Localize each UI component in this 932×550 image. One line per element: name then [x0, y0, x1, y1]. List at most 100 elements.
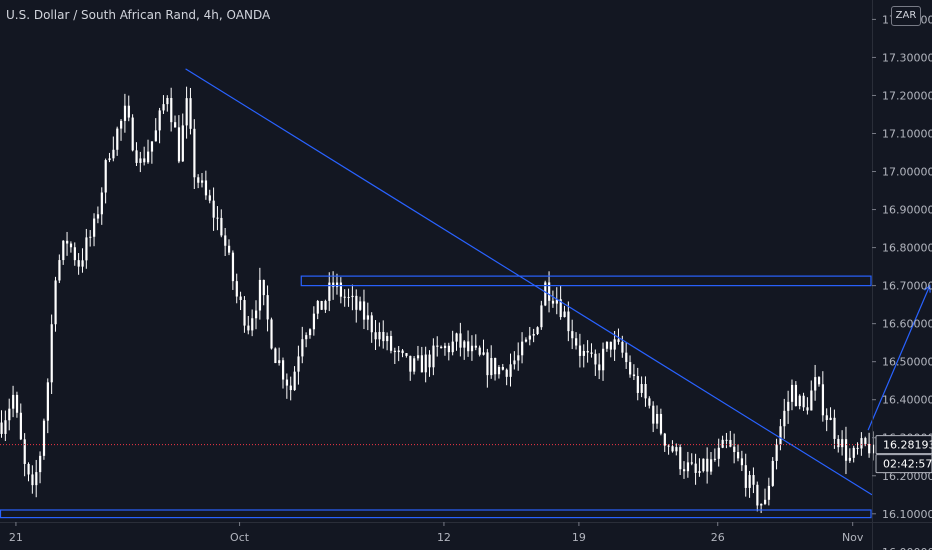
candle-body [486, 352, 489, 376]
candle-body [150, 141, 154, 152]
candle-body [158, 110, 161, 131]
candle-body [459, 333, 462, 348]
candle-body [860, 438, 863, 449]
candle-body [332, 282, 335, 288]
price-tick-label: 16.40000 [882, 394, 932, 407]
candle-body [717, 447, 720, 459]
candle-body [362, 301, 366, 320]
candle-body [594, 353, 597, 365]
candle-body [467, 341, 470, 352]
candle-body [123, 105, 127, 121]
candles-layer [0, 86, 875, 514]
candle-body [89, 236, 92, 238]
time-tick-label: 26 [711, 531, 725, 544]
candle-body [413, 358, 416, 372]
candle-body [8, 408, 11, 421]
candle-body [848, 457, 852, 461]
candle-body [733, 446, 736, 453]
candle-body [420, 355, 424, 373]
symbol-title[interactable]: U.S. Dollar / South African Rand, 4h, OA… [6, 8, 271, 22]
trendline-drawing[interactable] [185, 68, 873, 496]
candle-body [355, 295, 358, 310]
candle-body [100, 192, 103, 215]
candle-body [625, 352, 628, 363]
candle-body [721, 439, 724, 448]
candle-body [181, 125, 184, 162]
candle-body [77, 260, 80, 267]
candle-body [27, 463, 30, 475]
candle-body [609, 341, 612, 350]
candle-body [247, 325, 250, 331]
price-tick-label: 16.00000 [882, 546, 932, 550]
candle-body [871, 444, 875, 454]
candle-body [147, 151, 150, 163]
currency-badge[interactable]: ZAR [891, 6, 921, 26]
candle-body [170, 97, 173, 123]
candle-body [335, 282, 339, 288]
candle-body [686, 462, 690, 472]
candle-body [185, 98, 188, 126]
candle-body [162, 104, 165, 111]
candle-body [424, 354, 427, 373]
candle-body [559, 299, 562, 318]
candle-body [46, 382, 49, 421]
candle-body [841, 439, 844, 448]
zone-rectangle-drawing[interactable] [0, 509, 872, 519]
candle-body [301, 339, 304, 357]
candle-body [154, 130, 157, 142]
candle-body [31, 474, 34, 486]
time-tick-label: Nov [842, 531, 864, 544]
candle-body [513, 360, 516, 365]
candle-body [374, 332, 377, 340]
candle-body [702, 458, 705, 472]
candle-body [139, 158, 142, 163]
candle-body [648, 398, 651, 406]
candle-body [706, 458, 709, 472]
candle-body [675, 447, 678, 452]
arrow-drawing[interactable] [867, 285, 931, 431]
candle-body [864, 438, 867, 444]
candle-body [698, 471, 701, 473]
candle-body [551, 300, 555, 304]
candle-body [12, 394, 15, 409]
candle-body [736, 452, 740, 459]
candle-body [35, 472, 38, 486]
price-tick-label: 17.30000 [882, 51, 932, 64]
price-tick-label: 17.10000 [882, 127, 932, 140]
candle-body [652, 405, 655, 424]
zone-rectangle-drawing[interactable] [300, 275, 872, 287]
candle-body [582, 350, 585, 356]
candle-body [58, 260, 61, 281]
candle-body [289, 385, 292, 391]
candle-body [436, 345, 439, 347]
candle-body [563, 311, 566, 318]
candle-body [212, 200, 215, 218]
candle-body [856, 447, 859, 449]
candle-body [116, 128, 119, 150]
candle-body [837, 438, 840, 448]
candle-body [339, 282, 343, 297]
candle-body [710, 459, 713, 472]
candle-body [66, 240, 69, 244]
drawings-layer[interactable] [0, 68, 931, 519]
candle-body [347, 297, 350, 299]
candle-body [482, 352, 485, 355]
candle-body [794, 384, 798, 407]
current-price-label-box [875, 435, 932, 455]
candle-body [54, 280, 57, 325]
candle-body [305, 335, 308, 340]
candle-body [204, 180, 208, 196]
candle-body [281, 360, 285, 380]
candle-body [852, 447, 855, 458]
candle-body [297, 356, 300, 372]
candle-body [193, 128, 196, 178]
candle-body [632, 374, 636, 377]
candle-body [605, 341, 609, 349]
candle-body [73, 247, 76, 261]
candle-body [806, 407, 809, 411]
candle-body [285, 379, 289, 386]
candle-body [0, 422, 3, 434]
